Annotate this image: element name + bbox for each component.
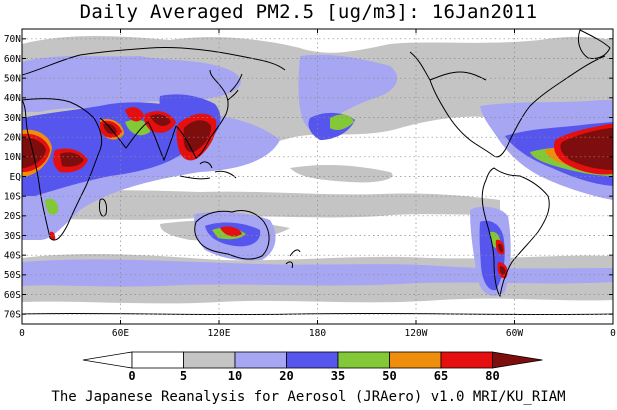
colorbar-arrow-high: [492, 351, 543, 369]
latitude-label: 50N: [4, 73, 21, 84]
latitude-label: 60N: [4, 54, 21, 65]
colorbar-segment: [131, 351, 184, 369]
colorbar-arrow-low: [82, 351, 133, 369]
latitude-label: 20S: [4, 211, 21, 222]
latitude-label: 50S: [4, 270, 21, 281]
longitude-label: 60E: [112, 328, 129, 339]
map-title: Daily Averaged PM2.5 [ug/m3]: 16Jan2011: [79, 1, 538, 23]
latitude-label: 70N: [4, 34, 21, 45]
colorbar-segment: [286, 351, 339, 369]
colorbar-segment: [389, 351, 442, 369]
colorbar-label: 0: [128, 369, 135, 383]
longitude-label: 180: [309, 328, 326, 339]
colorbar-label: 50: [382, 369, 396, 383]
longitude-label: 120W: [405, 328, 428, 339]
latitude-label: 40N: [4, 93, 21, 104]
colorbar-label: 5: [180, 369, 187, 383]
latitude-label: 40S: [4, 250, 21, 261]
latitude-label: 30N: [4, 113, 21, 124]
colorbar-segment: [440, 351, 493, 369]
latitude-label: 10N: [4, 152, 21, 163]
longitude-label: 60W: [506, 328, 523, 339]
colorbar-label: 10: [228, 369, 242, 383]
colorbar-label: 65: [434, 369, 448, 383]
colorbar-label: 35: [331, 369, 345, 383]
colorbar-label: 80: [485, 369, 499, 383]
latitude-label: 70S: [4, 309, 21, 320]
colorbar-label: 20: [279, 369, 293, 383]
longitude-label: 0: [19, 328, 25, 339]
longitude-label: 120E: [208, 328, 231, 339]
colorbar: 0 5 10 20 35 50 65 80: [82, 351, 543, 383]
latitude-label: 10S: [4, 191, 21, 202]
colorbar-segment: [183, 351, 236, 369]
latitude-label: 20N: [4, 132, 21, 143]
footer-credit: The Japanese Reanalysis for Aerosol (JRA…: [51, 389, 566, 405]
latitude-label: 60S: [4, 290, 21, 301]
colorbar-segment: [234, 351, 287, 369]
latitude-label: 30S: [4, 231, 21, 242]
latitude-label: EQ: [10, 172, 22, 183]
longitude-axis: 0 60E 120E 180 120W 60W 0: [19, 29, 616, 339]
longitude-label: 0: [610, 328, 616, 339]
colorbar-segment: [337, 351, 390, 369]
latitude-axis: 70N 60N 50N 40N 30N 20N 10N EQ 10S 20S 30S 40S 50S 60…: [4, 34, 613, 320]
